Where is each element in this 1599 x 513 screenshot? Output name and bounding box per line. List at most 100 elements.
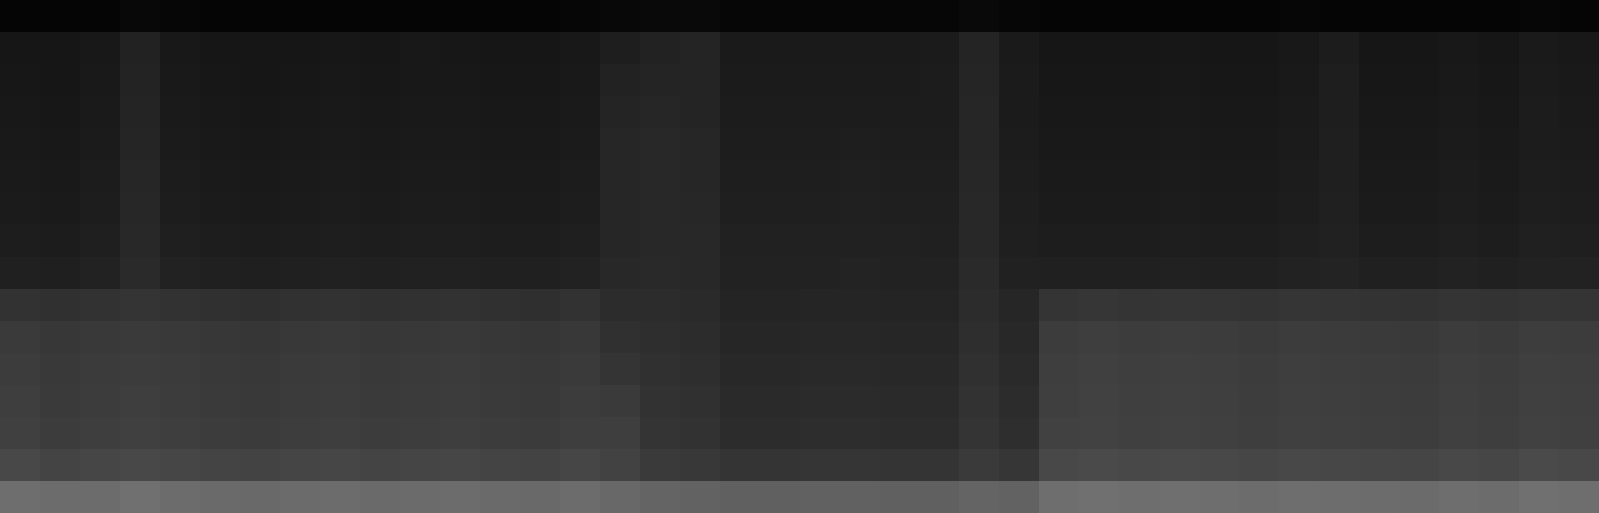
cell xyxy=(440,192,480,225)
cell xyxy=(800,289,840,322)
cell xyxy=(1319,353,1359,386)
cell xyxy=(480,385,520,418)
cell xyxy=(839,64,879,97)
cell xyxy=(720,32,760,65)
cell xyxy=(1399,449,1439,482)
cell xyxy=(1039,321,1079,354)
cell xyxy=(879,0,919,33)
cell xyxy=(480,192,520,225)
cell xyxy=(440,224,480,257)
cell xyxy=(919,257,959,290)
cell xyxy=(1519,128,1559,161)
cell xyxy=(120,353,160,386)
cell xyxy=(1079,64,1119,97)
cell xyxy=(240,417,280,450)
cell xyxy=(1359,192,1399,225)
cell xyxy=(1399,353,1439,386)
cell xyxy=(1439,289,1479,322)
cell xyxy=(1279,96,1319,129)
cell xyxy=(1119,321,1159,354)
cell xyxy=(919,449,959,482)
cell xyxy=(480,160,520,193)
cell xyxy=(200,128,240,161)
cell xyxy=(1119,64,1159,97)
cell xyxy=(879,192,919,225)
cell xyxy=(0,385,40,418)
cell xyxy=(520,385,560,418)
cell xyxy=(680,64,720,97)
cell xyxy=(800,417,840,450)
cell xyxy=(680,128,720,161)
cell xyxy=(879,32,919,65)
cell xyxy=(879,321,919,354)
cell xyxy=(1519,0,1559,33)
cell xyxy=(0,449,40,482)
cell xyxy=(360,96,400,129)
cell xyxy=(760,128,800,161)
cell xyxy=(240,449,280,482)
cell xyxy=(240,192,280,225)
cell xyxy=(1439,32,1479,65)
cell xyxy=(919,160,959,193)
cell xyxy=(879,385,919,418)
cell xyxy=(120,96,160,129)
cell xyxy=(919,192,959,225)
cell xyxy=(680,321,720,354)
cell xyxy=(1359,449,1399,482)
cell xyxy=(919,0,959,33)
cell xyxy=(1399,481,1439,513)
cell xyxy=(480,353,520,386)
cell xyxy=(1399,64,1439,97)
cell xyxy=(919,32,959,65)
cell xyxy=(1519,321,1559,354)
cell xyxy=(1239,481,1279,513)
cell xyxy=(1319,0,1359,33)
cell xyxy=(600,224,640,257)
cell xyxy=(839,128,879,161)
cell xyxy=(400,0,440,33)
cell xyxy=(0,353,40,386)
cell xyxy=(1199,160,1239,193)
cell xyxy=(440,96,480,129)
cell xyxy=(320,353,360,386)
cell xyxy=(240,0,280,33)
cell xyxy=(1559,192,1599,225)
cell xyxy=(720,449,760,482)
cell xyxy=(440,417,480,450)
cell xyxy=(480,257,520,290)
cell xyxy=(240,32,280,65)
cell xyxy=(800,321,840,354)
cell xyxy=(280,321,320,354)
cell xyxy=(720,385,760,418)
cell xyxy=(1239,0,1279,33)
plot xyxy=(0,0,1599,513)
cell xyxy=(360,0,400,33)
cell xyxy=(1199,481,1239,513)
cell xyxy=(200,96,240,129)
cell xyxy=(1519,96,1559,129)
cell xyxy=(200,385,240,418)
cell xyxy=(800,0,840,33)
cell xyxy=(1479,257,1519,290)
cell xyxy=(760,353,800,386)
cell xyxy=(879,481,919,513)
cell xyxy=(1239,96,1279,129)
cell xyxy=(40,353,80,386)
cell xyxy=(1279,353,1319,386)
cell xyxy=(80,192,120,225)
cell xyxy=(640,481,680,513)
cell xyxy=(1559,160,1599,193)
cell xyxy=(1039,385,1079,418)
cell xyxy=(1479,64,1519,97)
cell xyxy=(320,321,360,354)
cell xyxy=(280,32,320,65)
cell xyxy=(1439,449,1479,482)
cell xyxy=(999,128,1039,161)
cell xyxy=(480,0,520,33)
cell xyxy=(400,128,440,161)
cell xyxy=(120,32,160,65)
cell xyxy=(1559,321,1599,354)
cell xyxy=(959,481,999,513)
cell xyxy=(1239,192,1279,225)
cell xyxy=(1239,353,1279,386)
